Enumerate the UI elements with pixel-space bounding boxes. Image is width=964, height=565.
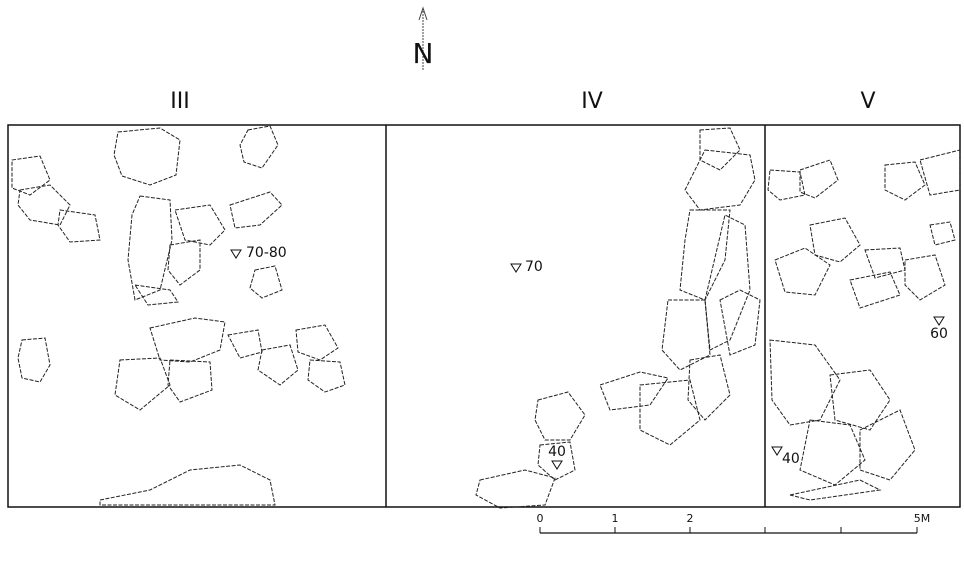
- elevation-label: 60: [930, 326, 948, 342]
- section-label: V: [860, 89, 875, 114]
- scale-bar: 0 1 2 5M: [537, 512, 931, 534]
- elevation-label: 70-80: [246, 245, 287, 261]
- elevation-label: 70: [525, 259, 543, 275]
- elevation-label: 40: [782, 451, 800, 467]
- scale-label: 5M: [914, 512, 931, 525]
- scale-label: 0: [537, 512, 544, 525]
- north-label: N: [413, 37, 434, 70]
- north-arrow: N: [413, 6, 434, 70]
- section-label: IV: [581, 89, 603, 114]
- stones: [11, 125, 961, 509]
- section-label: III: [170, 89, 189, 114]
- elevation-markers: 70-80 70 40 60 40: [230, 245, 948, 470]
- scale-label: 2: [687, 512, 694, 525]
- elevation-label: 40: [548, 444, 566, 460]
- scale-label: 1: [612, 512, 619, 525]
- plan-frame: [7, 124, 961, 508]
